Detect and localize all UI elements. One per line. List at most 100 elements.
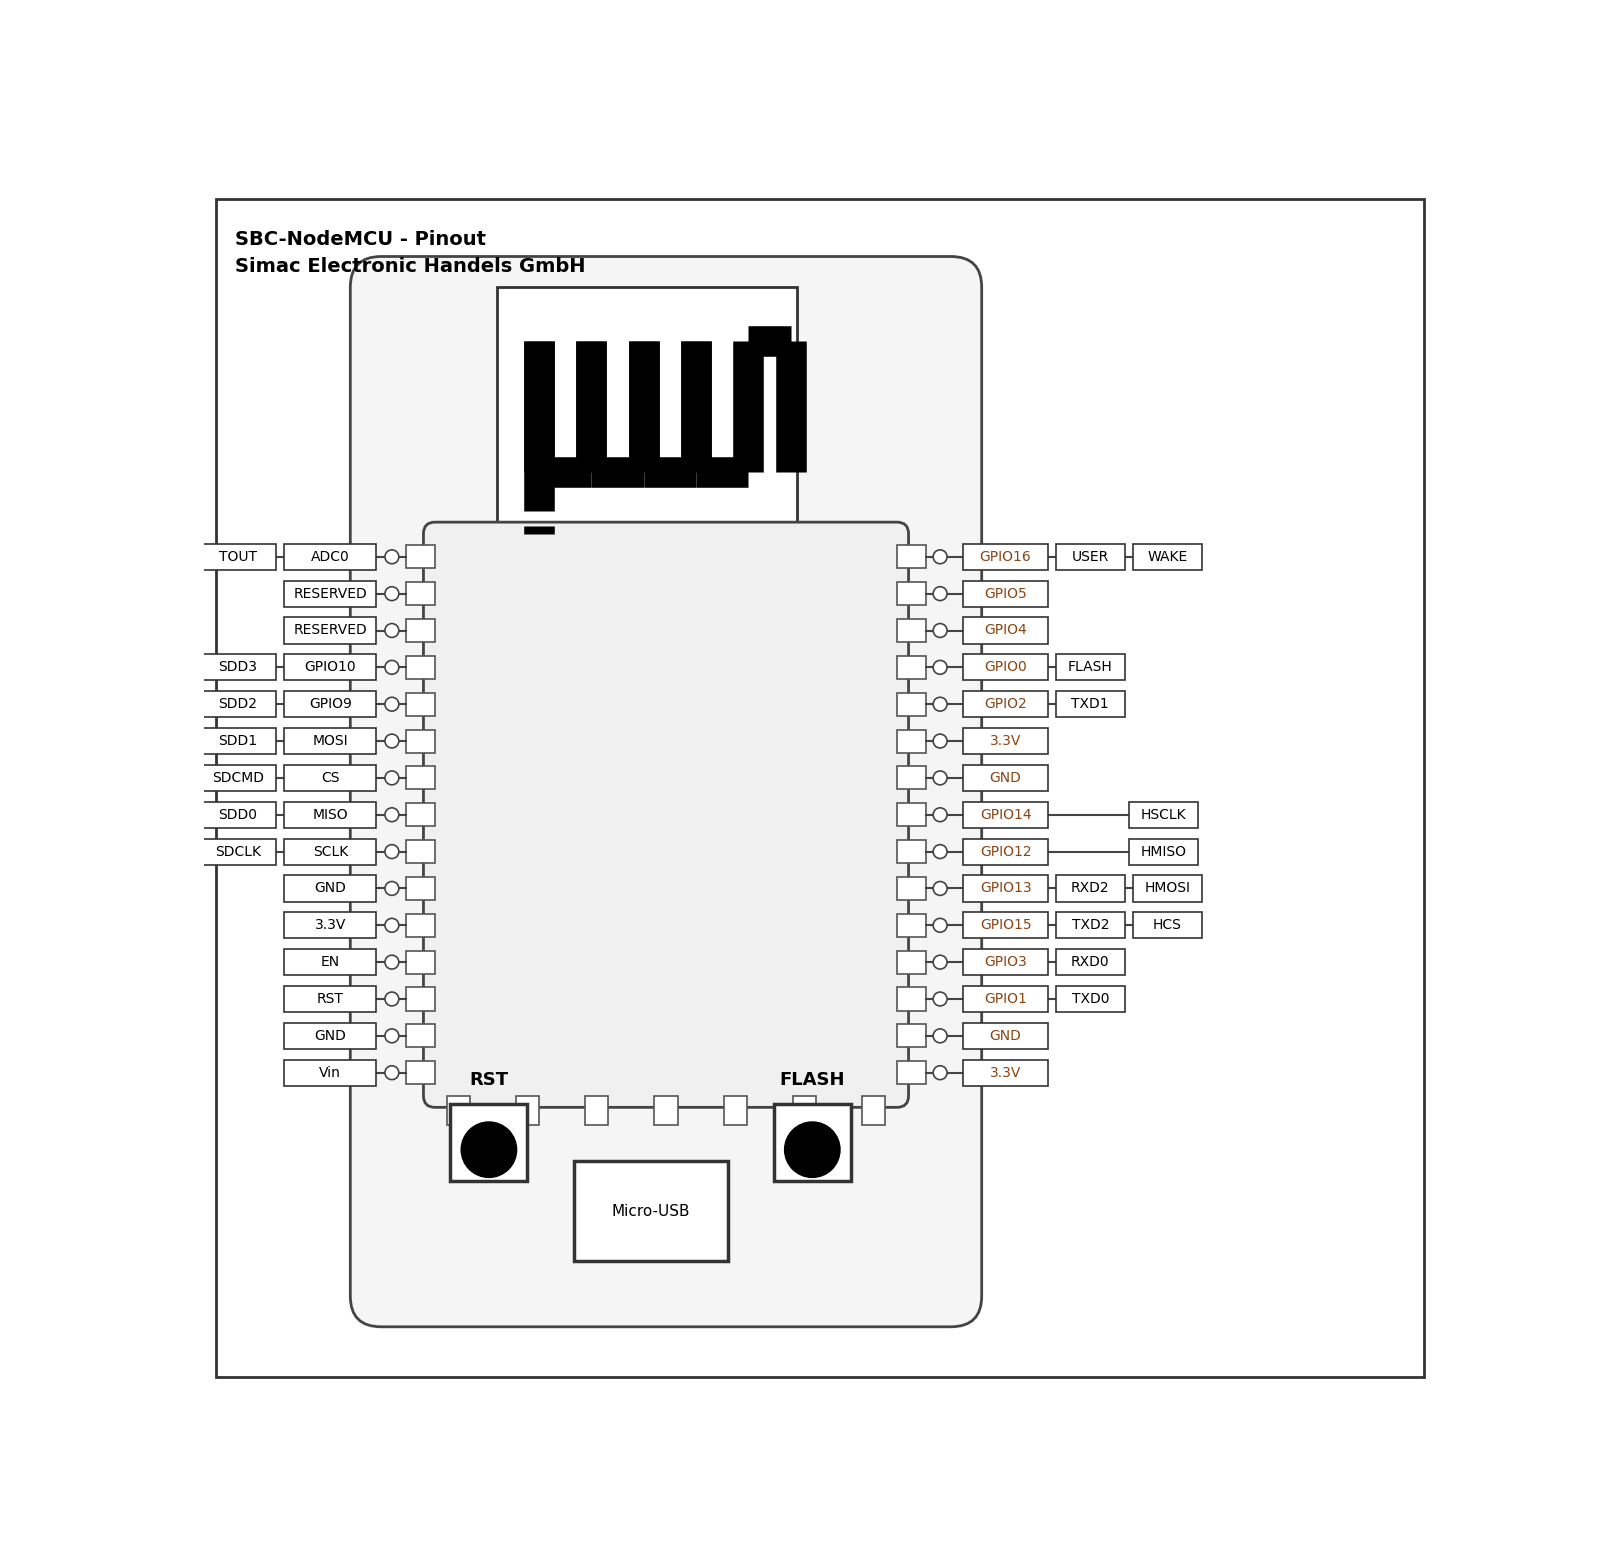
Text: 3.3V: 3.3V xyxy=(990,735,1021,749)
Text: GND: GND xyxy=(314,1030,346,1042)
Bar xyxy=(285,691,376,718)
Bar xyxy=(200,729,277,753)
Text: MISO: MISO xyxy=(312,808,349,822)
Text: RST: RST xyxy=(317,992,344,1006)
Bar xyxy=(406,987,435,1011)
Bar xyxy=(1056,544,1125,569)
Text: Simac Electronic Handels GmbH: Simac Electronic Handels GmbH xyxy=(235,256,586,276)
Text: GPIO13: GPIO13 xyxy=(979,881,1032,895)
Text: HCS: HCS xyxy=(1154,919,1182,933)
Text: ADC0: ADC0 xyxy=(310,549,350,563)
Bar xyxy=(406,877,435,900)
Circle shape xyxy=(386,587,398,601)
Circle shape xyxy=(933,735,947,747)
Bar xyxy=(898,546,926,568)
Bar xyxy=(515,1095,539,1125)
Text: GND: GND xyxy=(314,881,346,895)
Bar xyxy=(406,546,435,568)
Bar xyxy=(406,914,435,938)
Circle shape xyxy=(386,624,398,638)
Circle shape xyxy=(933,881,947,895)
Bar xyxy=(406,582,435,605)
Bar xyxy=(200,544,277,569)
FancyBboxPatch shape xyxy=(424,523,909,1108)
Bar xyxy=(200,839,277,864)
Circle shape xyxy=(933,771,947,785)
Text: SDD2: SDD2 xyxy=(218,697,258,711)
Text: SCLK: SCLK xyxy=(312,844,347,858)
Text: TXD0: TXD0 xyxy=(1072,992,1109,1006)
Text: USER: USER xyxy=(1072,549,1109,563)
Text: TOUT: TOUT xyxy=(219,549,258,563)
Bar xyxy=(774,1103,851,1181)
Text: GND: GND xyxy=(990,771,1021,785)
Bar xyxy=(1056,986,1125,1012)
Bar xyxy=(963,875,1048,902)
Text: FLASH: FLASH xyxy=(779,1072,845,1089)
Bar xyxy=(586,1095,608,1125)
Text: SDCLK: SDCLK xyxy=(214,844,261,858)
Bar xyxy=(898,1061,926,1084)
Bar xyxy=(898,766,926,789)
Bar xyxy=(963,948,1048,975)
Text: RXD2: RXD2 xyxy=(1070,881,1109,895)
Bar xyxy=(574,1161,728,1262)
Text: TXD1: TXD1 xyxy=(1072,697,1109,711)
Bar xyxy=(496,287,797,526)
Circle shape xyxy=(386,1065,398,1080)
Text: GPIO9: GPIO9 xyxy=(309,697,352,711)
Bar xyxy=(406,839,435,863)
Bar xyxy=(285,913,376,939)
Text: GPIO16: GPIO16 xyxy=(979,549,1032,563)
Bar xyxy=(285,839,376,864)
FancyBboxPatch shape xyxy=(350,256,982,1328)
Circle shape xyxy=(386,919,398,933)
Circle shape xyxy=(933,697,947,711)
Bar xyxy=(963,1023,1048,1048)
Bar xyxy=(1133,544,1202,569)
Text: 3.3V: 3.3V xyxy=(315,919,346,933)
Text: TXD2: TXD2 xyxy=(1072,919,1109,933)
Bar xyxy=(285,544,376,569)
Bar xyxy=(898,914,926,938)
Bar xyxy=(1128,802,1198,828)
Bar xyxy=(723,1095,747,1125)
Bar xyxy=(898,619,926,643)
Bar xyxy=(898,987,926,1011)
Text: 3.3V: 3.3V xyxy=(990,1065,1021,1080)
Circle shape xyxy=(386,771,398,785)
Bar xyxy=(285,948,376,975)
Text: GPIO4: GPIO4 xyxy=(984,624,1027,638)
Bar xyxy=(285,729,376,753)
Text: CS: CS xyxy=(322,771,339,785)
Bar xyxy=(406,655,435,679)
Text: SDD0: SDD0 xyxy=(218,808,258,822)
Bar xyxy=(285,654,376,680)
Text: SDD1: SDD1 xyxy=(218,735,258,749)
Bar xyxy=(898,950,926,973)
Bar xyxy=(1056,654,1125,680)
Circle shape xyxy=(386,735,398,747)
Bar xyxy=(963,691,1048,718)
Bar xyxy=(285,1059,376,1086)
Circle shape xyxy=(386,660,398,674)
Bar xyxy=(285,986,376,1012)
Text: GPIO5: GPIO5 xyxy=(984,587,1027,601)
Circle shape xyxy=(933,587,947,601)
Circle shape xyxy=(386,1030,398,1042)
Circle shape xyxy=(933,660,947,674)
Bar xyxy=(963,654,1048,680)
Text: GPIO10: GPIO10 xyxy=(304,660,357,674)
Bar xyxy=(406,766,435,789)
Bar xyxy=(1133,875,1202,902)
Circle shape xyxy=(933,624,947,638)
Bar xyxy=(963,839,1048,864)
Text: GPIO1: GPIO1 xyxy=(984,992,1027,1006)
Bar xyxy=(285,875,376,902)
Text: RST: RST xyxy=(469,1072,509,1089)
Circle shape xyxy=(933,1065,947,1080)
Circle shape xyxy=(386,697,398,711)
Circle shape xyxy=(386,955,398,969)
Bar xyxy=(446,1095,470,1125)
Circle shape xyxy=(784,1122,840,1178)
